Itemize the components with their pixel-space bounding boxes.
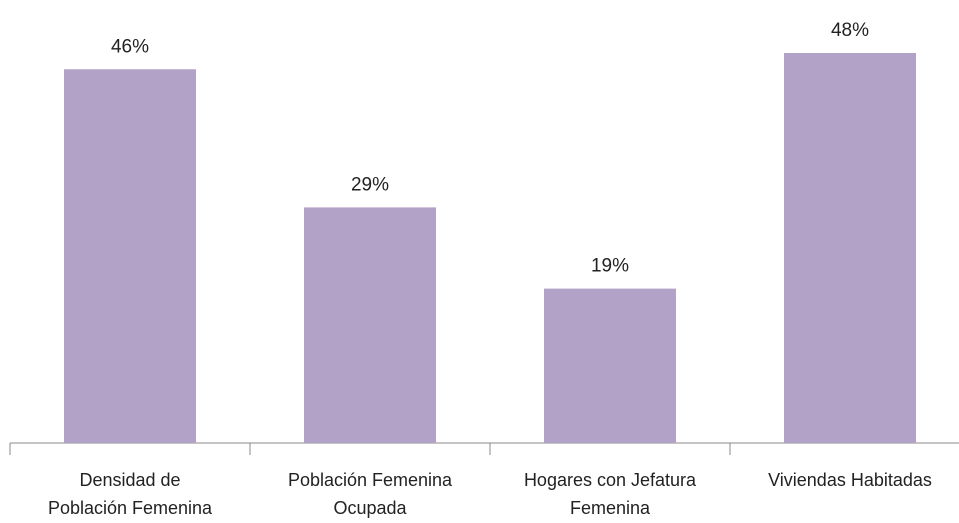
bar bbox=[544, 288, 676, 443]
x-tick-label: Viviendas Habitadas bbox=[768, 470, 932, 490]
data-label: 29% bbox=[351, 174, 389, 195]
x-tick-label: Densidad de Población Femenina bbox=[47, 470, 213, 518]
data-label: 48% bbox=[831, 20, 869, 41]
x-tick-label: Población Femenina Ocupada bbox=[287, 470, 453, 518]
data-label: 19% bbox=[591, 256, 629, 277]
x-tick-label: Hogares con Jefatura Femenina bbox=[523, 470, 697, 518]
bar bbox=[64, 69, 196, 443]
data-label: 46% bbox=[111, 36, 149, 57]
bar bbox=[784, 53, 916, 443]
bar bbox=[304, 207, 436, 443]
